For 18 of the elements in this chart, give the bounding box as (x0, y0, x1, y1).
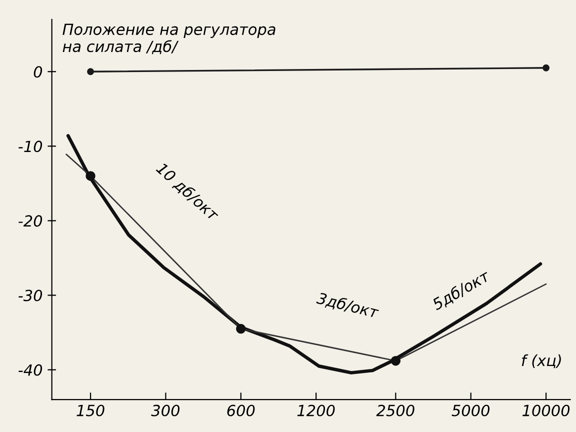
x-tick-label: 600 (227, 404, 255, 416)
x-tick-label: 5000 (452, 404, 490, 416)
y-tick-label: -20 (18, 215, 42, 227)
y-axis-title: Положение на регулатора на силата /дб/ (62, 24, 276, 54)
x-tick-label: 10000 (522, 404, 570, 416)
x-tick-label: 2500 (376, 404, 414, 416)
point (390, 356, 401, 366)
y-tick-label: -10 (18, 140, 42, 152)
x-tick-label: 300 (151, 404, 180, 416)
x-tick-label: 150 (76, 404, 104, 416)
y-tick-label: -40 (18, 364, 42, 376)
point (87, 68, 94, 76)
point (86, 171, 96, 181)
x-axis-title: f (хц) (522, 354, 561, 368)
annotation: 3дб/окт (316, 292, 380, 320)
y-tick-label: -30 (18, 290, 42, 302)
y-tick-label: 0 (34, 66, 42, 78)
x-tick-label: 1200 (297, 404, 335, 416)
